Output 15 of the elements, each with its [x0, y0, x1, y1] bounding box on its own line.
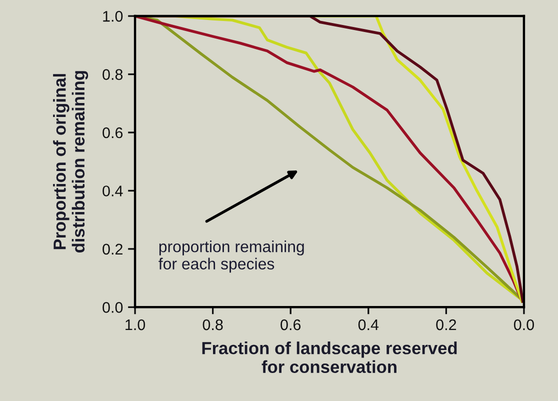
x-axis-title: Fraction of landscape reserved for conservation: [202, 342, 457, 373]
y-tick-label: 0.4: [102, 186, 123, 196]
y-axis-title: Proportion of original distribution remaining: [53, 71, 88, 253]
x-tick-label: 0.8: [202, 319, 223, 330]
annotation: proportion remaining for each species: [158, 240, 304, 273]
x-tick-label: 0.2: [436, 319, 456, 330]
y-tick-label: 0.8: [102, 69, 123, 80]
y-tick-label: 0.0: [102, 302, 123, 313]
x-tick-label: 0.6: [280, 319, 301, 330]
y-tick-label: 0.6: [102, 127, 123, 138]
x-tick-label: 0.0: [514, 319, 534, 330]
x-tick-label: 0.4: [358, 319, 379, 330]
x-tick-label: 1.0: [126, 319, 146, 330]
y-tick-label: 1.0: [103, 10, 123, 22]
y-tick-label: 0.2: [102, 244, 122, 255]
